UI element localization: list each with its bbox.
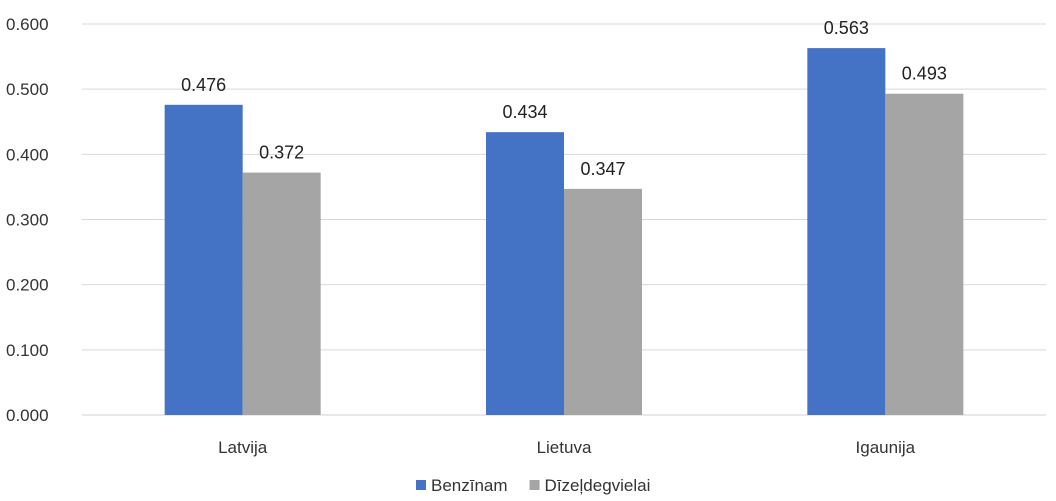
data-label: 0.372: [259, 143, 304, 163]
data-label: 0.493: [902, 64, 947, 84]
x-category-label: Igaunija: [856, 438, 916, 457]
y-tick-label: 0.300: [6, 211, 49, 230]
y-tick-label: 0.000: [6, 406, 49, 425]
data-labels: 0.476 0.372 0.434 0.347 0.563 0.493: [181, 18, 947, 179]
data-label: 0.434: [502, 102, 547, 122]
bars: [164, 48, 964, 416]
legend-swatch: [416, 480, 426, 490]
y-axis-ticks: 0.000 0.100 0.200 0.300 0.400 0.500 0.600: [6, 15, 49, 425]
x-category-label: Latvija: [218, 438, 268, 457]
x-axis-categories: Latvija Lietuva Igaunija: [218, 438, 916, 457]
bar-benzīnam-latvija: [164, 104, 243, 415]
y-tick-label: 0.200: [6, 276, 49, 295]
y-tick-label: 0.500: [6, 80, 49, 99]
data-label: 0.347: [580, 159, 625, 179]
y-tick-label: 0.600: [6, 15, 49, 34]
bar-dīzeļdegvielai-latvija: [242, 172, 321, 415]
legend-label: Benzīnam: [431, 476, 508, 495]
bar-dīzeļdegvielai-lietuva: [564, 188, 642, 415]
bar-benzīnam-igaunija: [807, 48, 886, 416]
y-tick-label: 0.100: [6, 341, 49, 360]
legend: Benzīnam Dīzeļdegvielai: [416, 476, 650, 495]
data-label: 0.476: [181, 75, 226, 95]
y-tick-label: 0.400: [6, 145, 49, 164]
x-category-label: Lietuva: [537, 438, 592, 457]
legend-swatch: [529, 480, 540, 490]
legend-label: Dīzeļdegvielai: [545, 476, 651, 495]
data-label: 0.563: [824, 18, 869, 38]
bar-benzīnam-lietuva: [486, 132, 564, 415]
bar-dīzeļdegvielai-igaunija: [885, 93, 964, 415]
